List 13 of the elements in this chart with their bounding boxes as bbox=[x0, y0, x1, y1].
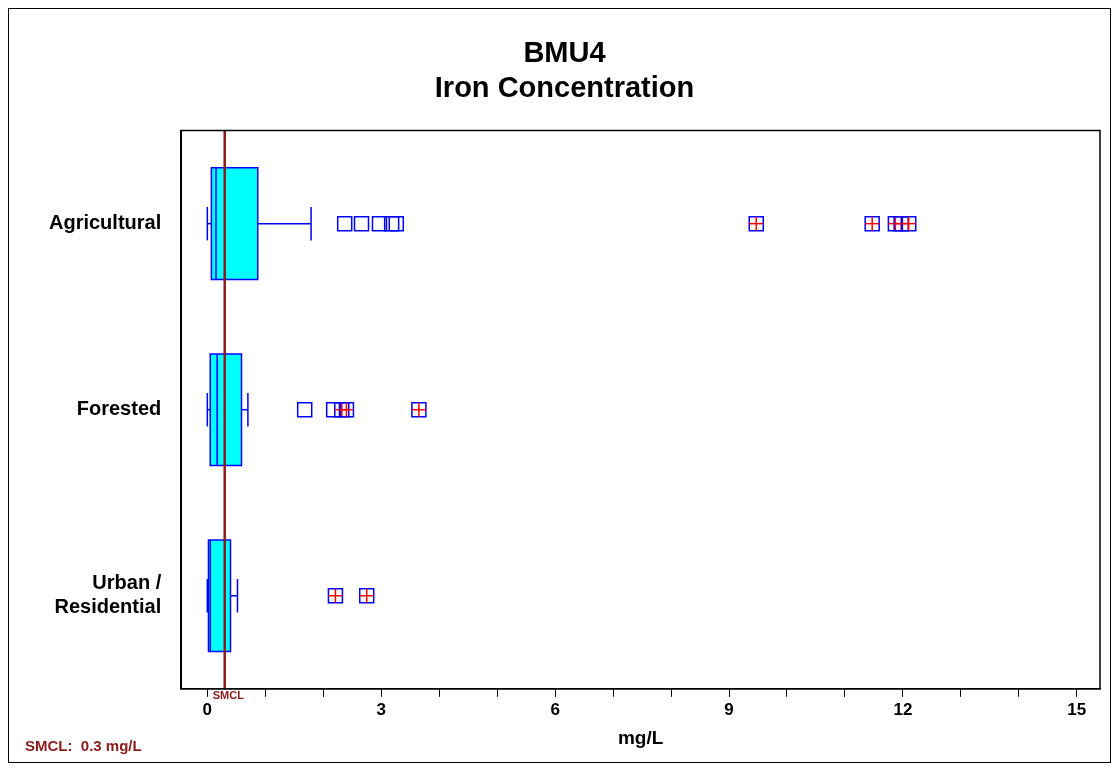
x-tick-label: 6 bbox=[550, 699, 560, 719]
x-axis-title: mg/L bbox=[617, 726, 664, 748]
x-tick-label: 3 bbox=[376, 699, 386, 719]
y-tick-label: Forested bbox=[76, 397, 162, 420]
x-tick-label: 0 bbox=[202, 699, 213, 719]
x-tick-label: 9 bbox=[724, 699, 734, 719]
ref-line-label: SMCL bbox=[212, 689, 245, 702]
y-tick-label: Urban / Residential bbox=[54, 571, 162, 618]
x-tick-label: 12 bbox=[893, 699, 913, 719]
text: SMCL: 0.3 mg/L bbox=[25, 736, 142, 754]
chart-title: BMU4 Iron Concentration bbox=[434, 36, 695, 104]
y-tick-label: Agricultural bbox=[48, 211, 162, 234]
x-tick-label: 15 bbox=[1067, 699, 1087, 719]
